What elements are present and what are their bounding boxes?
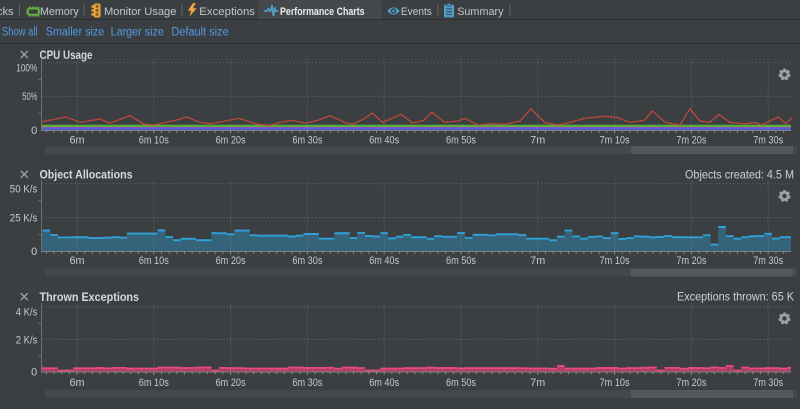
svg-text:Objects created: 4.5 M: Objects created: 4.5 M: [685, 167, 794, 181]
svg-text:7m 20s: 7m 20s: [676, 134, 706, 146]
svg-text:7m: 7m: [530, 134, 545, 146]
svg-text:Summary: Summary: [457, 6, 504, 18]
svg-text:4 K/s: 4 K/s: [16, 306, 38, 318]
svg-text:Show all: Show all: [2, 27, 38, 39]
svg-text:Performance Charts: Performance Charts: [280, 6, 365, 18]
svg-text:6m: 6m: [70, 377, 85, 389]
svg-text:6m 50s: 6m 50s: [446, 134, 476, 146]
svg-text:7m 30s: 7m 30s: [753, 377, 783, 389]
svg-text:Monitor Usage: Monitor Usage: [104, 6, 176, 18]
svg-text:6m: 6m: [70, 255, 85, 267]
svg-text:7m: 7m: [530, 255, 545, 267]
svg-text:Smaller size: Smaller size: [46, 27, 104, 39]
svg-text:Larger size: Larger size: [111, 27, 164, 39]
svg-text:6m 30s: 6m 30s: [292, 134, 322, 146]
svg-text:6m 40s: 6m 40s: [369, 134, 399, 146]
svg-text:7m: 7m: [530, 377, 545, 389]
svg-text:7m 30s: 7m 30s: [753, 134, 783, 146]
svg-text:6m 20s: 6m 20s: [216, 377, 246, 389]
svg-text:7m 20s: 7m 20s: [676, 377, 706, 389]
svg-text:6m 20s: 6m 20s: [216, 134, 246, 146]
svg-text:2 K/s: 2 K/s: [16, 334, 38, 346]
svg-text:Events: Events: [401, 6, 432, 18]
svg-text:Memory: Memory: [40, 6, 79, 18]
svg-text:100%: 100%: [16, 62, 37, 74]
svg-text:6m 50s: 6m 50s: [446, 255, 476, 267]
svg-text:Thrown Exceptions: Thrown Exceptions: [40, 290, 140, 304]
svg-text:6m 10s: 6m 10s: [139, 255, 169, 267]
svg-text:Object Allocations: Object Allocations: [40, 168, 133, 182]
svg-text:7m 10s: 7m 10s: [600, 134, 630, 146]
svg-text:25 K/s: 25 K/s: [10, 213, 38, 225]
svg-text:6m 20s: 6m 20s: [216, 255, 246, 267]
svg-text:CPU Usage: CPU Usage: [40, 48, 93, 62]
svg-text:Exceptions: Exceptions: [199, 6, 255, 18]
svg-text:6m 30s: 6m 30s: [292, 255, 322, 267]
svg-text:6m 40s: 6m 40s: [369, 255, 399, 267]
svg-text:Default size: Default size: [171, 27, 228, 39]
svg-text:6m 10s: 6m 10s: [139, 377, 169, 389]
svg-text:50 K/s: 50 K/s: [10, 184, 38, 196]
svg-text:cks: cks: [0, 6, 14, 18]
svg-text:6m 30s: 6m 30s: [292, 377, 322, 389]
svg-text:7m 10s: 7m 10s: [600, 255, 630, 267]
svg-text:6m 10s: 6m 10s: [139, 134, 169, 146]
svg-text:Exceptions thrown: 65 K: Exceptions thrown: 65 K: [677, 290, 794, 304]
svg-text:0: 0: [31, 367, 37, 379]
svg-text:6m: 6m: [70, 134, 85, 146]
svg-text:7m 10s: 7m 10s: [600, 377, 630, 389]
svg-text:6m 40s: 6m 40s: [369, 377, 399, 389]
svg-text:0: 0: [31, 246, 37, 258]
svg-text:7m 20s: 7m 20s: [676, 255, 706, 267]
svg-text:7m 30s: 7m 30s: [753, 255, 783, 267]
svg-text:0: 0: [31, 125, 37, 137]
svg-text:50%: 50%: [22, 91, 37, 103]
svg-text:6m 50s: 6m 50s: [446, 377, 476, 389]
